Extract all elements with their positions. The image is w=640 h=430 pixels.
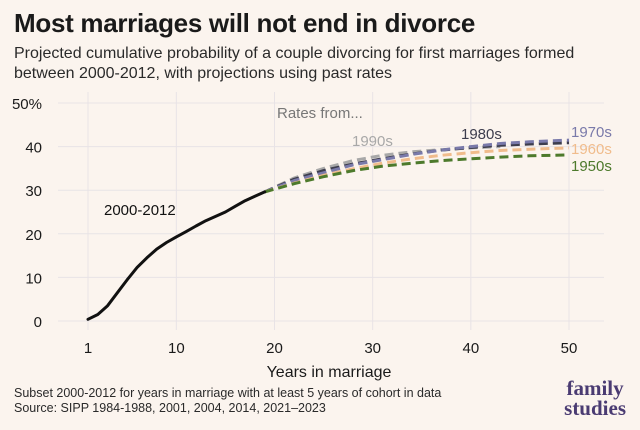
y-tick-label: 40 bbox=[25, 140, 42, 157]
y-tick-label: 0 bbox=[34, 314, 42, 331]
footnote-line: Source: SIPP 1984-1988, 2001, 2004, 2014… bbox=[14, 401, 326, 415]
x-tick-label: 40 bbox=[462, 340, 479, 357]
series-label-1970s: 1970s bbox=[571, 124, 612, 141]
annotation-rates-from: Rates from... bbox=[277, 105, 363, 122]
series-layer bbox=[86, 138, 570, 321]
x-tick-label: 30 bbox=[364, 340, 381, 357]
x-tick-label: 50 bbox=[561, 340, 578, 357]
series-line-2000-2012 bbox=[86, 190, 267, 321]
x-tick-label: 20 bbox=[266, 340, 283, 357]
series-label-1990s: 1990s bbox=[352, 133, 393, 150]
grid-layer bbox=[58, 92, 604, 330]
footnote: Subset 2000-2012 for years in marriage w… bbox=[14, 386, 441, 416]
chart-title: Most marriages will not end in divorce bbox=[14, 8, 476, 38]
family-studies-logo: family studies bbox=[564, 376, 626, 420]
series-line-1970s bbox=[264, 138, 570, 194]
series-label-2000-2012: 2000-2012 bbox=[104, 202, 176, 219]
series-label-1980s: 1980s bbox=[461, 126, 502, 143]
footnote-line: Subset 2000-2012 for years in marriage w… bbox=[14, 386, 442, 400]
y-tick-label: 50% bbox=[12, 96, 42, 113]
logo-word: family bbox=[566, 376, 624, 400]
series-label-1950s: 1950s bbox=[571, 158, 612, 175]
x-tick-label: 10 bbox=[168, 340, 185, 357]
chart-subtitle: Projected cumulative probability of a co… bbox=[14, 45, 575, 82]
y-tick-label: 30 bbox=[25, 183, 42, 200]
series-label-1960s: 1960s bbox=[571, 141, 612, 158]
axis-layer: 0 10 20 30 40 50% 1 10 20 30 40 50 Years in marriage bbox=[12, 96, 577, 381]
x-axis-label: Years in marriage bbox=[267, 364, 392, 381]
y-tick-label: 10 bbox=[25, 270, 42, 287]
logo-word: studies bbox=[564, 396, 626, 420]
label-layer: Rates from... 2000-2012 1990s 1980s 1970s196… bbox=[104, 105, 612, 219]
y-tick-label: 20 bbox=[25, 227, 42, 244]
series-line-1950s bbox=[264, 153, 570, 194]
x-tick-label: 1 bbox=[84, 340, 92, 357]
